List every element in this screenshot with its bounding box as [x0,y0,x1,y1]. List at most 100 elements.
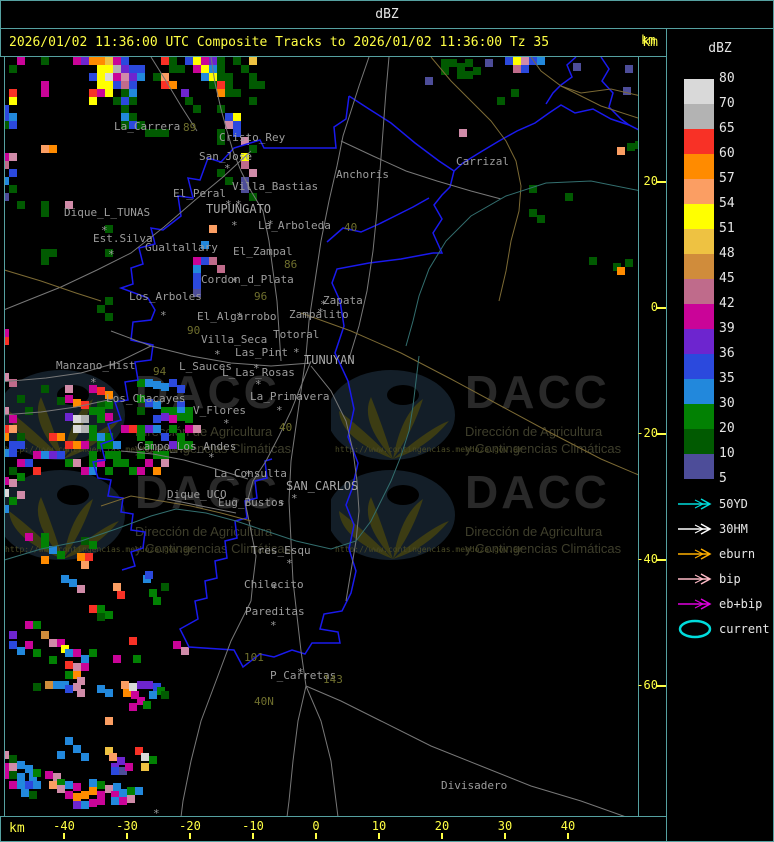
radar-cell [9,641,17,649]
radar-cell [105,689,113,697]
boundary-line [326,197,430,243]
radar-cell [33,451,41,459]
radar-cell [225,177,233,185]
legend-item-label: 50YD [719,497,748,511]
radar-cell [105,73,113,81]
bottom-axis-tick-mark [189,833,191,839]
radar-cell [17,647,25,655]
bottom-axis-tick-label: -40 [53,819,75,833]
city-label: L_Sauces [179,360,232,373]
radar-cell [49,781,57,789]
radar-cell [57,551,65,559]
radar-cell [41,145,49,153]
radar-cell [137,467,145,475]
radar-cell [529,209,537,217]
radar-cell [635,141,638,149]
radar-cell [497,97,505,105]
radar-cell [505,57,513,65]
city-marker-icon: * [101,224,108,237]
dbz-scale-value: 60 [719,146,735,161]
radar-cell [193,257,201,265]
radar-cell [113,57,121,65]
radar-cell [137,395,145,403]
city-label: P_Carretas [270,669,337,682]
radar-cell [169,425,177,433]
radar-cell [105,401,113,409]
radar-cell [89,425,97,433]
road-line [166,498,237,514]
radar-cell [145,425,153,433]
radar-cell [25,533,33,541]
radar-cell [177,65,185,73]
radar-cell [181,89,189,97]
radar-cell [241,137,249,145]
radar-cell [135,747,143,755]
radar-cell [177,441,185,449]
radar-cell [257,81,265,89]
radar-cell [233,57,241,65]
radar-cell [185,97,193,105]
boundary-line [545,57,577,105]
radar-cell [193,265,201,273]
radar-cell [73,793,81,801]
bottom-axis-tick-label: 30 [497,819,513,833]
radar-cell [141,763,149,771]
city-label: Los_Chacayes [106,392,186,405]
radar-cell [41,257,49,265]
radar-cell [41,533,49,541]
city-marker-icon: * [278,498,285,511]
radar-cell [17,395,25,403]
radar-cell [9,771,17,779]
scale-legend-panel: dBZ 80 70 65 60 57 54 51 48 45 42 39 36 35 30 20 10 5 50… [666,28,774,842]
route-line [5,269,102,302]
radar-cell [109,753,117,761]
road-number-label: 101 [244,651,264,664]
dbz-scale-value: 48 [719,246,735,261]
radar-cell [105,65,113,73]
radar-cell [161,57,169,65]
radar-cell [25,781,33,789]
radar-cell [127,787,135,795]
radar-cell [161,129,169,137]
city-label: Zapata [323,294,363,307]
radar-cell [185,415,193,423]
radar-cell [5,161,9,169]
city-marker-icon: * [286,557,293,570]
radar-cell [9,631,17,639]
dbz-scale-band [684,404,714,429]
city-marker-icon: * [231,219,238,232]
page-title: dBZ [375,7,399,22]
radar-cell [97,433,105,441]
route-line [530,57,638,96]
radar-cell [65,413,73,421]
city-marker-icon: * [271,582,278,595]
watermark-acronym: DACC [465,366,610,418]
radar-cell [81,467,89,475]
radar-cell [217,265,225,273]
radar-cell [193,273,201,281]
bottom-axis-tick-label: 20 [434,819,450,833]
radar-cell [201,241,209,249]
radar-cell [217,73,225,81]
radar-cell [135,787,143,795]
radar-cell [9,755,17,763]
radar-cell [537,57,545,65]
road-number-label: 94 [153,365,167,378]
radar-cell [137,433,145,441]
radar-cell [73,683,81,691]
radar-cell [249,145,257,153]
radar-cell [457,63,465,71]
radar-cell [97,459,105,467]
header-status-bar: 2026/01/02 11:36:00 UTC Composite Tracks… [0,28,667,57]
radar-cell [111,797,119,805]
dbz-scale-value: 45 [719,271,735,286]
radar-cell [137,681,145,689]
radar-cell [161,383,169,391]
radar-cell [129,97,137,105]
radar-cell [121,73,129,81]
city-marker-icon: * [225,198,232,211]
boundary-line [348,95,455,254]
radar-cell [17,433,25,441]
radar-cell [57,397,65,405]
city-label: Dique_L_TUNAS [64,206,151,219]
